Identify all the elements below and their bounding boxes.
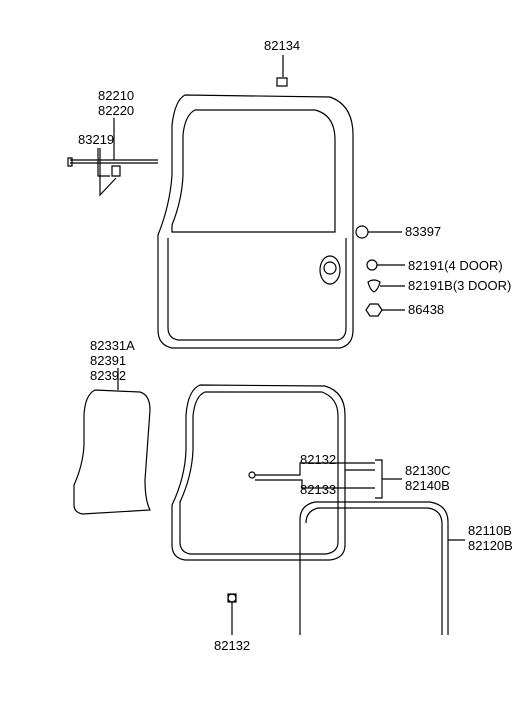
label-82391: 82391 [90, 353, 126, 368]
label-82191b-3door: 82191B(3 DOOR) [408, 278, 511, 293]
label-82220: 82220 [98, 103, 134, 118]
label-82132-b: 82132 [214, 638, 250, 653]
label-82120b: 82120B [468, 538, 513, 553]
label-82331a: 82331A [90, 338, 135, 353]
label-86438: 86438 [408, 302, 444, 317]
label-82132-a: 82132 [300, 452, 336, 467]
label-82210: 82210 [98, 88, 134, 103]
partnum: 82191B [408, 278, 453, 293]
label-82110b: 82110B [468, 523, 512, 538]
diagram-svg [0, 0, 532, 727]
label-82133: 82133 [300, 482, 336, 497]
label-82134: 82134 [264, 38, 300, 53]
partnum: 82191 [408, 258, 444, 273]
label-83219: 83219 [78, 132, 114, 147]
label-82392: 82392 [90, 368, 126, 383]
label-82140b: 82140B [405, 478, 450, 493]
parts-diagram: 82134 82210 82220 83219 83397 82191(4 DO… [0, 0, 532, 727]
label-83397: 83397 [405, 224, 441, 239]
variant: (3 DOOR) [453, 278, 512, 293]
label-82191-4door: 82191(4 DOOR) [408, 258, 503, 273]
label-82130c: 82130C [405, 463, 451, 478]
variant: (4 DOOR) [444, 258, 503, 273]
